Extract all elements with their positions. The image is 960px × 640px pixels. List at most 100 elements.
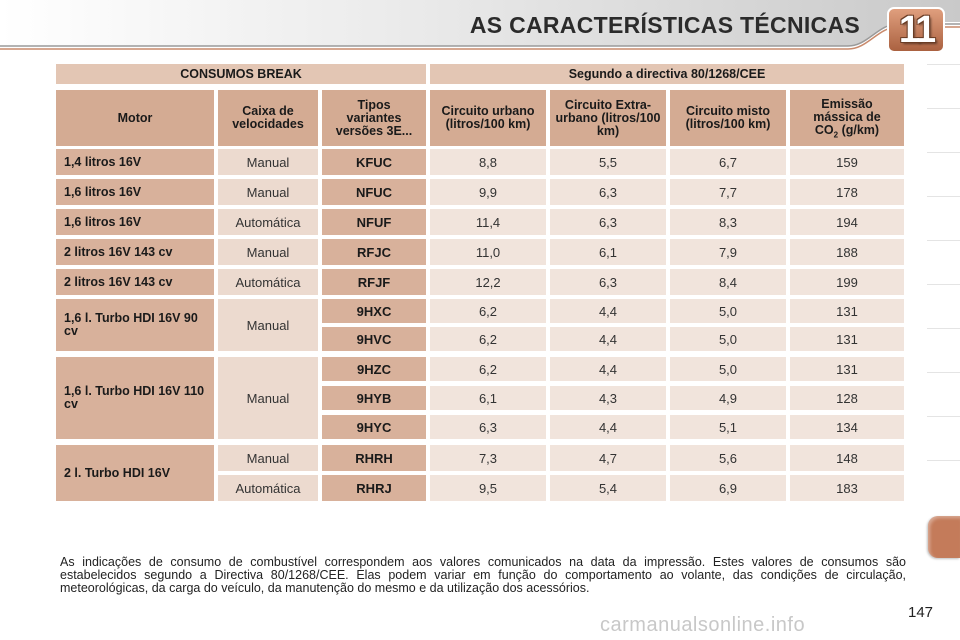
extra-urban-value: 6,3 [550, 179, 666, 205]
col-header-co2: Emissão mássica de CO2 (g/km) [790, 90, 904, 146]
gearbox-cell: Manual [218, 357, 318, 439]
urban-value: 12,2 [430, 269, 546, 295]
variant-code: KFUC [322, 149, 426, 175]
variant-code: NFUF [322, 209, 426, 235]
gearbox-cell: Manual [218, 149, 318, 175]
gearbox-cell: Automática [218, 209, 318, 235]
co2-subscript: 2 [833, 130, 839, 140]
urban-value: 9,5 [430, 475, 546, 501]
variant-code: RHRJ [322, 475, 426, 501]
urban-value: 8,8 [430, 149, 546, 175]
extra-urban-value: 5,4 [550, 475, 666, 501]
mixed-value: 5,6 [670, 445, 786, 471]
co2-value: 199 [790, 269, 904, 295]
mixed-value: 5,1 [670, 415, 786, 439]
page-number: 147 [908, 604, 934, 621]
col-header-extra-urban: Circuito Extra-urbano (litros/100 km) [550, 90, 666, 146]
gearbox-cell: Manual [218, 445, 318, 471]
urban-value: 6,1 [430, 386, 546, 410]
mixed-value: 6,7 [670, 149, 786, 175]
extra-urban-value: 4,4 [550, 415, 666, 439]
motor-cell: 2 litros 16V 143 cv [56, 269, 214, 295]
chapter-tab[interactable] [927, 196, 960, 240]
gearbox-cell: Manual [218, 239, 318, 265]
co2-value: 188 [790, 239, 904, 265]
urban-value: 6,3 [430, 415, 546, 439]
extra-urban-value: 4,3 [550, 386, 666, 410]
col-header-gearbox: Caixa de velocidades [218, 90, 318, 146]
mixed-value: 5,0 [670, 327, 786, 351]
co2-value: 148 [790, 445, 904, 471]
motor-cell: 1,6 litros 16V [56, 179, 214, 205]
chapter-tab-active[interactable] [928, 516, 960, 558]
chapter-number-badge[interactable]: 11 [898, 8, 936, 51]
chapter-tab[interactable] [927, 240, 960, 284]
extra-urban-value: 6,3 [550, 209, 666, 235]
motor-cell: 1,6 litros 16V [56, 209, 214, 235]
variant-code: RHRH [322, 445, 426, 471]
motor-cell: 1,6 l. Turbo HDI 16V 110 cv [56, 357, 214, 439]
variant-code: RFJF [322, 269, 426, 295]
gearbox-cell: Manual [218, 299, 318, 351]
mixed-value: 5,0 [670, 299, 786, 323]
watermark: carmanualsonline.info [600, 614, 806, 636]
co2-value: 183 [790, 475, 904, 501]
urban-value: 11,0 [430, 239, 546, 265]
mixed-value: 6,9 [670, 475, 786, 501]
co2-unit: (g/km) [838, 123, 880, 137]
mixed-value: 5,0 [670, 357, 786, 381]
urban-value: 6,2 [430, 299, 546, 323]
extra-urban-value: 4,4 [550, 299, 666, 323]
extra-urban-value: 4,4 [550, 357, 666, 381]
co2-value: 134 [790, 415, 904, 439]
group-header-directive: Segundo a directiva 80/1268/CEE [430, 64, 904, 84]
co2-value: 131 [790, 299, 904, 323]
gearbox-cell: Manual [218, 179, 318, 205]
extra-urban-value: 6,1 [550, 239, 666, 265]
chapter-tab[interactable] [927, 460, 960, 504]
variant-code: 9HZC [322, 357, 426, 381]
co2-value: 131 [790, 357, 904, 381]
gearbox-cell: Automática [218, 475, 318, 501]
extra-urban-value: 4,7 [550, 445, 666, 471]
chapter-tab[interactable] [927, 416, 960, 460]
chapter-tab[interactable] [927, 328, 960, 372]
chapter-tab[interactable] [927, 284, 960, 328]
col-header-urban: Circuito urbano (litros/100 km) [430, 90, 546, 146]
variant-code: 9HYC [322, 415, 426, 439]
group-header-consumption: CONSUMOS BREAK [56, 64, 426, 84]
urban-value: 11,4 [430, 209, 546, 235]
mixed-value: 7,9 [670, 239, 786, 265]
mixed-value: 8,3 [670, 209, 786, 235]
chapter-tabs [927, 64, 960, 624]
variant-code: NFUC [322, 179, 426, 205]
chapter-tab[interactable] [927, 152, 960, 196]
footnote-text: As indicações de consumo de combustível … [60, 555, 906, 595]
header-band [0, 0, 960, 53]
urban-value: 9,9 [430, 179, 546, 205]
chapter-tab[interactable] [927, 108, 960, 152]
motor-cell: 2 l. Turbo HDI 16V [56, 445, 214, 501]
co2-value: 178 [790, 179, 904, 205]
extra-urban-value: 6,3 [550, 269, 666, 295]
extra-urban-value: 5,5 [550, 149, 666, 175]
co2-value: 194 [790, 209, 904, 235]
co2-label: Emissão mássica de CO [813, 97, 881, 137]
col-header-motor: Motor [56, 90, 214, 146]
variant-code: RFJC [322, 239, 426, 265]
col-header-mixed: Circuito misto (litros/100 km) [670, 90, 786, 146]
urban-value: 7,3 [430, 445, 546, 471]
co2-value: 128 [790, 386, 904, 410]
mixed-value: 4,9 [670, 386, 786, 410]
mixed-value: 8,4 [670, 269, 786, 295]
motor-cell: 2 litros 16V 143 cv [56, 239, 214, 265]
variant-code: 9HXC [322, 299, 426, 323]
chapter-tab[interactable] [927, 64, 960, 108]
urban-value: 6,2 [430, 357, 546, 381]
chapter-title: AS CARACTERÍSTICAS TÉCNICAS [469, 12, 860, 38]
motor-cell: 1,4 litros 16V [56, 149, 214, 175]
variant-code: 9HYB [322, 386, 426, 410]
chapter-tab[interactable] [927, 372, 960, 416]
variant-code: 9HVC [322, 327, 426, 351]
motor-cell: 1,6 l. Turbo HDI 16V 90 cv [56, 299, 214, 351]
